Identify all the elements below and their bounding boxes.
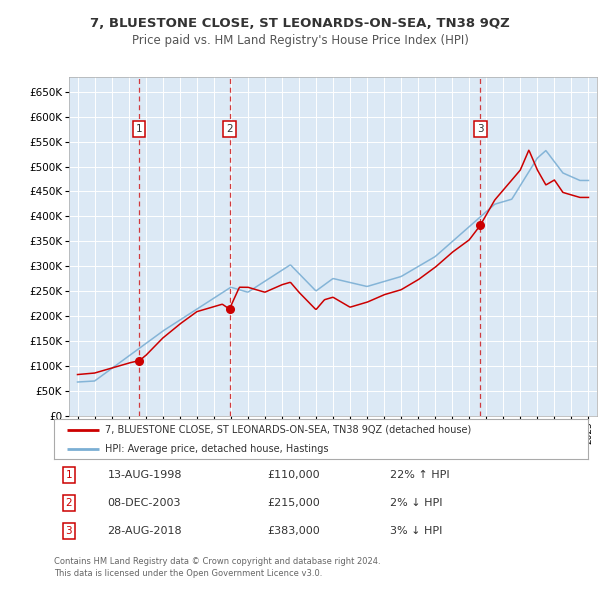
- Text: 2: 2: [65, 498, 72, 508]
- Text: Price paid vs. HM Land Registry's House Price Index (HPI): Price paid vs. HM Land Registry's House …: [131, 34, 469, 47]
- Text: £110,000: £110,000: [268, 470, 320, 480]
- Text: 3: 3: [65, 526, 72, 536]
- Text: Contains HM Land Registry data © Crown copyright and database right 2024.
This d: Contains HM Land Registry data © Crown c…: [54, 557, 380, 578]
- Text: 13-AUG-1998: 13-AUG-1998: [107, 470, 182, 480]
- Text: £383,000: £383,000: [268, 526, 320, 536]
- Text: 3: 3: [477, 124, 484, 135]
- Text: 2: 2: [226, 124, 233, 135]
- Text: 3% ↓ HPI: 3% ↓ HPI: [391, 526, 443, 536]
- Text: 1: 1: [65, 470, 72, 480]
- Text: 7, BLUESTONE CLOSE, ST LEONARDS-ON-SEA, TN38 9QZ: 7, BLUESTONE CLOSE, ST LEONARDS-ON-SEA, …: [90, 17, 510, 30]
- Text: HPI: Average price, detached house, Hastings: HPI: Average price, detached house, Hast…: [105, 444, 328, 454]
- Text: 7, BLUESTONE CLOSE, ST LEONARDS-ON-SEA, TN38 9QZ (detached house): 7, BLUESTONE CLOSE, ST LEONARDS-ON-SEA, …: [105, 425, 471, 435]
- Text: 28-AUG-2018: 28-AUG-2018: [107, 526, 182, 536]
- Text: 22% ↑ HPI: 22% ↑ HPI: [391, 470, 450, 480]
- Text: 1: 1: [136, 124, 142, 135]
- Text: 08-DEC-2003: 08-DEC-2003: [107, 498, 181, 508]
- Text: £215,000: £215,000: [268, 498, 320, 508]
- Text: 2% ↓ HPI: 2% ↓ HPI: [391, 498, 443, 508]
